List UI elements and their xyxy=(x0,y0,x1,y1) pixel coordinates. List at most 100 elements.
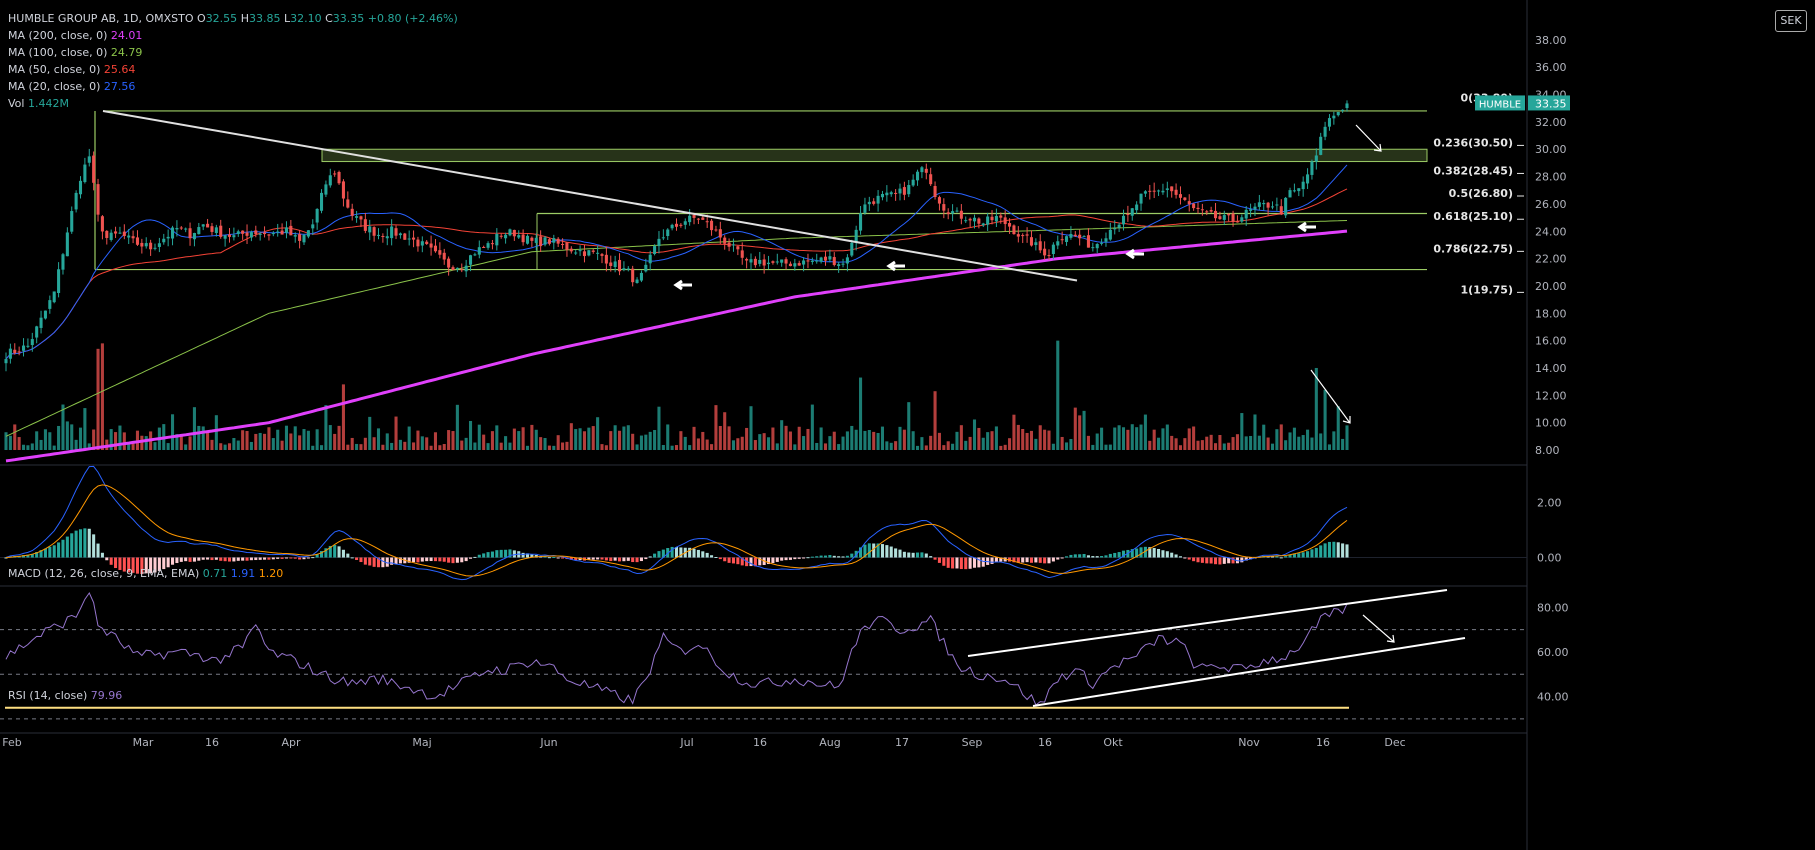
header-line: HUMBLE GROUP AB, 1D, OMXSTO O32.55 H33.8… xyxy=(8,10,458,27)
price-tick-label: 38.00 xyxy=(1535,34,1567,47)
candle-body xyxy=(315,208,319,223)
candle-body xyxy=(556,238,560,244)
candle-body xyxy=(723,237,727,244)
macd-histogram-bar xyxy=(1100,556,1104,558)
candle-body xyxy=(263,232,267,235)
rsi-tick-label: 40.00 xyxy=(1537,691,1569,704)
volume-bar xyxy=(381,444,385,450)
price-tick-label: 22.00 xyxy=(1535,253,1567,266)
volume-bar xyxy=(346,444,350,450)
candle-body xyxy=(157,243,161,247)
axis-layer: 38.0036.0034.0032.0030.0028.0026.0024.00… xyxy=(2,34,1570,749)
macd-histogram-bar xyxy=(731,557,736,564)
macd-histogram-bar xyxy=(333,544,337,558)
volume-bar xyxy=(324,405,328,450)
macd-histogram-bar xyxy=(894,548,898,558)
macd-histogram-bar xyxy=(942,557,946,566)
candle-body xyxy=(999,215,1003,218)
indicator-ma20[interactable]: MA (20, close, 0) 27.56 xyxy=(8,78,458,95)
candle-body xyxy=(355,216,359,218)
candle-body xyxy=(1126,213,1130,215)
macd-signal-line xyxy=(5,484,1348,577)
macd-histogram-bar xyxy=(657,551,661,558)
rsi-value: 79.96 xyxy=(90,689,123,702)
candle-body xyxy=(214,227,218,233)
left-arrow-icon xyxy=(1125,248,1144,260)
macd-histogram-bar xyxy=(696,549,700,558)
macd-histogram-bar xyxy=(622,557,626,562)
macd-histogram-bar xyxy=(631,557,635,563)
rsi-legend[interactable]: RSI (14, close) 79.96 xyxy=(8,687,122,704)
macd-histogram-bar xyxy=(639,557,643,562)
macd-histogram-bar xyxy=(74,530,78,558)
indicator-ma100[interactable]: MA (100, close, 0) 24.79 xyxy=(8,44,458,61)
volume-bar xyxy=(109,429,113,450)
candle-body xyxy=(872,201,876,204)
macd-histogram-bar xyxy=(617,557,622,562)
candle-body xyxy=(854,229,858,243)
candle-body xyxy=(582,251,587,257)
price-tick-label: 18.00 xyxy=(1535,307,1567,320)
rsi-channel-bottom xyxy=(1032,637,1466,707)
candle-body xyxy=(810,260,814,262)
macd-histogram-bar xyxy=(245,557,249,561)
box-layer xyxy=(94,110,1428,271)
macd-histogram-bar xyxy=(1310,549,1314,558)
candle-body xyxy=(96,184,100,215)
volume-bar xyxy=(1091,444,1095,450)
macd-histogram-bar xyxy=(955,557,959,569)
candle-body xyxy=(407,238,411,240)
volume-bar xyxy=(403,441,407,450)
volume-bar xyxy=(442,444,446,450)
volume-bar xyxy=(1187,428,1191,450)
macd-legend[interactable]: MACD (12, 26, close, 9, EMA, EMA) 0.71 1… xyxy=(8,565,283,582)
macd-histogram-bar xyxy=(670,546,674,558)
candle-body xyxy=(530,237,534,241)
macd-histogram-bar xyxy=(96,543,100,558)
volume-bar xyxy=(1279,424,1283,450)
volume-bar xyxy=(210,439,214,450)
volume-bar xyxy=(425,437,429,450)
macd-histogram-bar xyxy=(289,557,293,559)
candle-body xyxy=(210,226,214,232)
indicator-ma50[interactable]: MA (50, close, 0) 25.64 xyxy=(8,61,458,78)
macd-histogram-bar xyxy=(723,557,727,562)
candle-body xyxy=(188,228,192,239)
candle-body xyxy=(267,234,271,236)
candle-body xyxy=(859,213,863,231)
currency-button[interactable]: SEK xyxy=(1775,10,1807,32)
candle-body xyxy=(341,181,345,199)
macd-histogram-bar xyxy=(854,550,858,558)
macd-histogram-bar xyxy=(83,528,87,558)
ma100-value: 24.79 xyxy=(110,46,143,59)
fib-level-label: 0.786(22.75) xyxy=(1433,242,1513,255)
volume-bar xyxy=(1165,424,1169,450)
volume-bar xyxy=(460,440,464,450)
candle-body xyxy=(78,180,83,195)
candle-body xyxy=(1056,241,1060,246)
macd-histogram-bar xyxy=(57,542,61,558)
close-value: 33.35 xyxy=(332,12,365,25)
indicator-vol[interactable]: Vol 1.442M xyxy=(8,95,458,112)
macd-histogram-bar xyxy=(460,557,464,563)
candle-body xyxy=(1266,202,1270,208)
macd-histogram-bar xyxy=(144,557,148,574)
indicator-ma200[interactable]: MA (200, close, 0) 24.01 xyxy=(8,27,458,44)
macd-histogram-bar xyxy=(898,549,902,558)
macd-histogram-bar xyxy=(438,557,442,562)
macd-histogram-bar xyxy=(341,549,345,558)
candle-body xyxy=(1341,109,1345,111)
macd-histogram-bar xyxy=(815,556,819,558)
rsi-down-arrow-icon xyxy=(1362,614,1395,643)
volume-bar xyxy=(635,444,639,450)
candle-body xyxy=(1064,236,1069,242)
candle-body xyxy=(902,187,906,195)
candle-body xyxy=(258,233,262,235)
macd-histogram-bar xyxy=(823,555,828,558)
candle-body xyxy=(731,244,736,246)
candle-body xyxy=(381,236,385,238)
volume-bar xyxy=(1157,437,1161,450)
macd-histogram-bar xyxy=(626,557,630,561)
candle-body xyxy=(561,244,565,246)
